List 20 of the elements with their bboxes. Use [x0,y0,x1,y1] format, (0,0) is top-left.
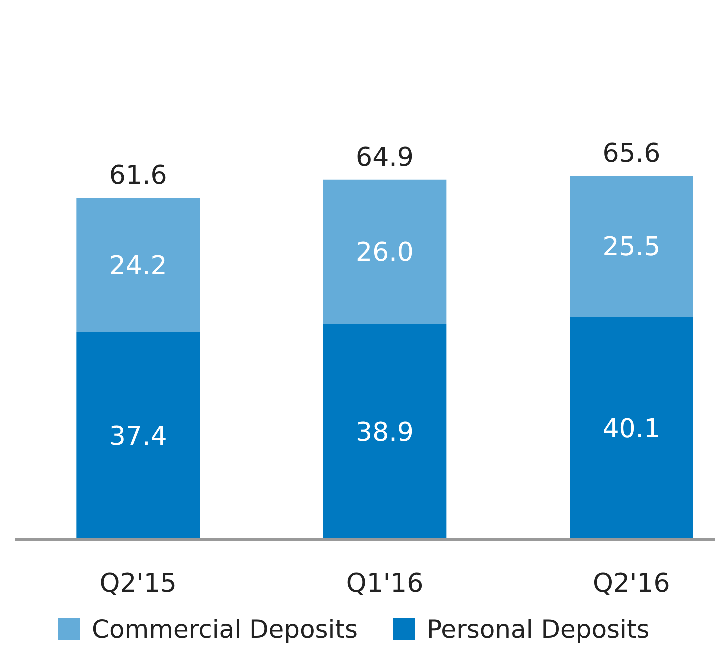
bar [76,332,200,540]
bar [323,180,447,324]
bar [570,317,694,540]
data-label: 40.1 [602,414,661,445]
data-label: 25.5 [602,232,661,263]
data-label: 26.0 [356,238,414,268]
total-label: 64.9 [356,142,414,173]
total-label: 61.6 [109,161,168,192]
total-label: 65.6 [602,139,661,169]
data-label: 37.4 [109,422,168,452]
legend-label: Commercial Deposits [92,615,358,644]
bar [323,324,447,540]
x-tick-label: Q2'16 [593,569,670,599]
x-tick-label: Q1'16 [346,569,424,599]
data-label: 24.2 [109,251,168,282]
legend-label: Personal Deposits [427,615,650,644]
bar [570,176,694,318]
x-tick-label: Q2'15 [100,569,177,599]
bar [76,198,200,332]
data-label: 38.9 [356,418,414,448]
